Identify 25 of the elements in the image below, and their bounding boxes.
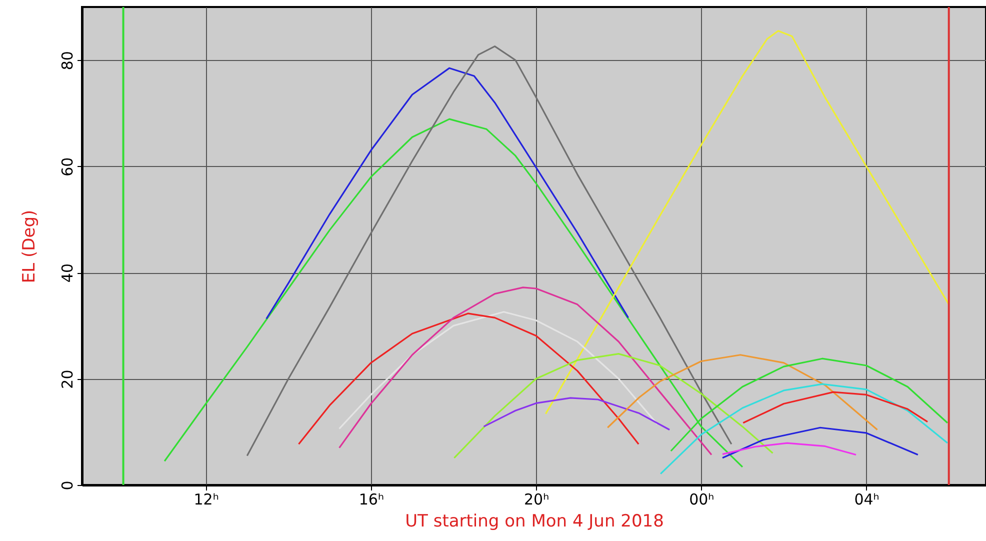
x-tick-label: 00ʰ xyxy=(689,490,714,508)
line-series xyxy=(742,391,928,424)
x-tick-label: 16ʰ xyxy=(358,490,384,508)
x-tick-label: 20ʰ xyxy=(524,490,550,508)
x-tick-label: 12ʰ xyxy=(194,490,219,508)
line-series xyxy=(338,311,658,430)
line-series xyxy=(482,397,670,431)
y-tick-label: 80 xyxy=(58,51,76,70)
x-axis-title: UT starting on Mon 4 Jun 2018 xyxy=(405,512,664,532)
y-tick-label: 60 xyxy=(58,157,76,176)
line-series xyxy=(246,46,732,457)
y-tick-label: 0 xyxy=(58,480,76,490)
y-tick-label: 20 xyxy=(58,370,76,389)
line-series xyxy=(298,312,640,445)
line-series xyxy=(453,353,774,459)
line-series xyxy=(338,286,712,456)
line-series xyxy=(722,426,919,459)
line-series xyxy=(606,354,878,431)
line-series xyxy=(266,67,630,320)
line-series xyxy=(660,383,948,475)
y-tick-label: 40 xyxy=(58,264,76,283)
x-tick-label: 04ʰ xyxy=(854,490,880,508)
line-series xyxy=(722,442,857,456)
line-series xyxy=(544,30,950,415)
y-axis-title: EL (Deg) xyxy=(20,210,40,284)
